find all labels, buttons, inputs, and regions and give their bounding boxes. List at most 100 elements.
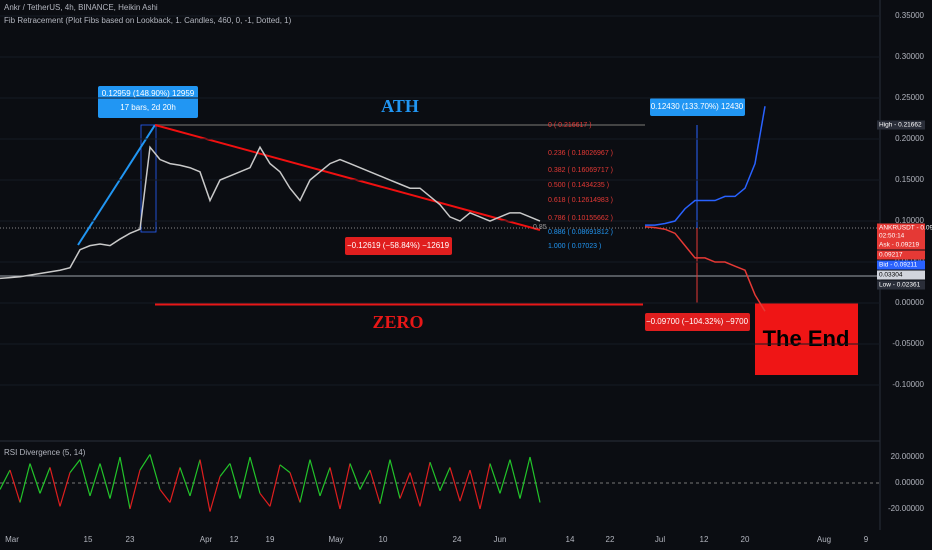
rsi-segment — [189, 459, 201, 497]
rsi-segment — [509, 459, 521, 499]
rsi-segment — [479, 463, 491, 510]
price-line — [644, 226, 766, 312]
rsi-segment — [439, 467, 451, 492]
x-tick-label: 14 — [566, 535, 575, 544]
rsi-segment — [349, 463, 361, 490]
y-tick-label: 0.25000 — [895, 93, 924, 102]
price-label: Ask - 0.09219 — [879, 242, 919, 249]
rsi-segment — [379, 459, 391, 504]
rsi-segment — [459, 469, 471, 502]
rsi-segment — [119, 456, 131, 510]
price-label: 0.03304 — [879, 272, 903, 279]
rsi-segment — [99, 463, 111, 499]
y-tick-label: 0.30000 — [895, 52, 924, 61]
x-tick-label: 20 — [741, 535, 750, 544]
x-tick-label: Apr — [200, 535, 213, 544]
rsi-segment — [9, 469, 21, 503]
rise-line — [77, 124, 156, 246]
indicator-title: Fib Retracement (Plot Fibs based on Look… — [4, 16, 292, 25]
fall-label: −0.12619 (−58.84%) −12619 — [347, 241, 450, 250]
x-tick-label: 9 — [864, 535, 869, 544]
rsi-segment — [79, 459, 91, 497]
x-tick-label: Mar — [5, 535, 19, 544]
rsi-segment — [289, 472, 301, 503]
price-label-box — [877, 250, 925, 260]
price-label-box — [877, 223, 925, 233]
rsi-segment — [0, 469, 11, 490]
x-tick-label: Jun — [494, 535, 507, 544]
zero-label: ZERO — [372, 312, 423, 332]
rsi-segment — [139, 454, 151, 471]
y-tick-label: 0.10000 — [895, 216, 924, 225]
rise-bars: 17 bars, 2d 20h — [120, 103, 176, 112]
rsi-segment — [339, 463, 351, 510]
rsi-title: RSI Divergence (5, 14) — [4, 448, 86, 457]
rsi-segment — [69, 459, 81, 473]
fib-label: 0.786 ( 0.10155662 ) — [548, 215, 613, 222]
y-tick-label: -0.05000 — [892, 339, 924, 348]
x-tick-label: Aug — [817, 535, 831, 544]
price-label-box — [877, 280, 925, 290]
rsi-segment — [169, 467, 181, 503]
rsi-segment — [109, 456, 121, 499]
trend-line — [154, 124, 541, 231]
rsi-segment — [409, 472, 421, 507]
price-line — [0, 145, 541, 280]
x-tick-label: Jul — [655, 535, 665, 544]
price-label: Low - 0.02361 — [879, 282, 921, 289]
price-label: High - 0.21662 — [879, 122, 922, 129]
rsi-segment — [329, 467, 341, 510]
price-label-box — [877, 260, 925, 270]
price-line — [645, 106, 766, 226]
price-label: 02:50:14 — [879, 233, 905, 240]
rsi-segment — [499, 459, 511, 494]
fib-label: 0.886 ( 0.08691812 ) — [548, 229, 613, 236]
x-tick-label: 22 — [606, 535, 615, 544]
fib-label: 0.85 — [533, 224, 547, 231]
fib-label: 0.500 ( 0.1434235 ) — [548, 182, 609, 189]
rsi-segment — [209, 476, 221, 512]
fall-box — [345, 237, 452, 255]
header-title: Ankr / TetherUS, 4h, BINANCE, Heikin Ash… — [4, 3, 158, 12]
rsi-segment — [179, 467, 191, 497]
up-label: 0.12430 (133.70%) 12430 — [651, 102, 744, 111]
rsi-segment — [129, 469, 141, 510]
price-label-box — [877, 231, 925, 241]
fib-label: 1.000 ( 0.07023 ) — [548, 243, 601, 250]
rsi-segment — [19, 463, 31, 503]
rsi-segment — [39, 467, 51, 494]
rise-box — [98, 86, 198, 118]
fib-label: 0 ( 0.216617 ) — [548, 122, 592, 129]
up-box — [650, 98, 745, 116]
rsi-segment — [199, 459, 211, 512]
rsi-segment — [419, 462, 431, 507]
x-tick-label: 12 — [700, 535, 709, 544]
rsi-segment — [469, 469, 481, 510]
rsi-segment — [239, 456, 251, 499]
price-label: 0.09217 — [879, 252, 903, 259]
rsi-segment — [49, 467, 61, 507]
x-tick-label: May — [328, 535, 343, 544]
end-box — [755, 303, 858, 375]
price-label: ANKRUSDT - 0.09277 — [879, 225, 932, 232]
rsi-segment — [149, 454, 161, 490]
y-tick-label: 0.00000 — [895, 298, 924, 307]
rsi-segment — [429, 462, 441, 491]
rsi-segment — [389, 459, 401, 499]
x-tick-label: 15 — [84, 535, 93, 544]
price-label: Bid - 0.09211 — [879, 262, 918, 269]
rsi-segment — [29, 463, 41, 494]
rsi-segment — [299, 459, 311, 503]
rsi-segment — [519, 456, 531, 499]
y-tick-label: 0.15000 — [895, 175, 924, 184]
range-box — [140, 124, 157, 233]
rsi-segment — [159, 489, 171, 503]
rsi-segment — [529, 456, 541, 503]
ath-label: ATH — [381, 96, 419, 116]
rsi-tick-label: 20.00000 — [891, 452, 925, 461]
rsi-segment — [449, 467, 461, 502]
fib-label: 0.382 ( 0.16069717 ) — [548, 167, 613, 174]
rsi-segment — [249, 456, 261, 494]
rise-label: 0.12959 (148.90%) 12959 — [102, 89, 195, 98]
